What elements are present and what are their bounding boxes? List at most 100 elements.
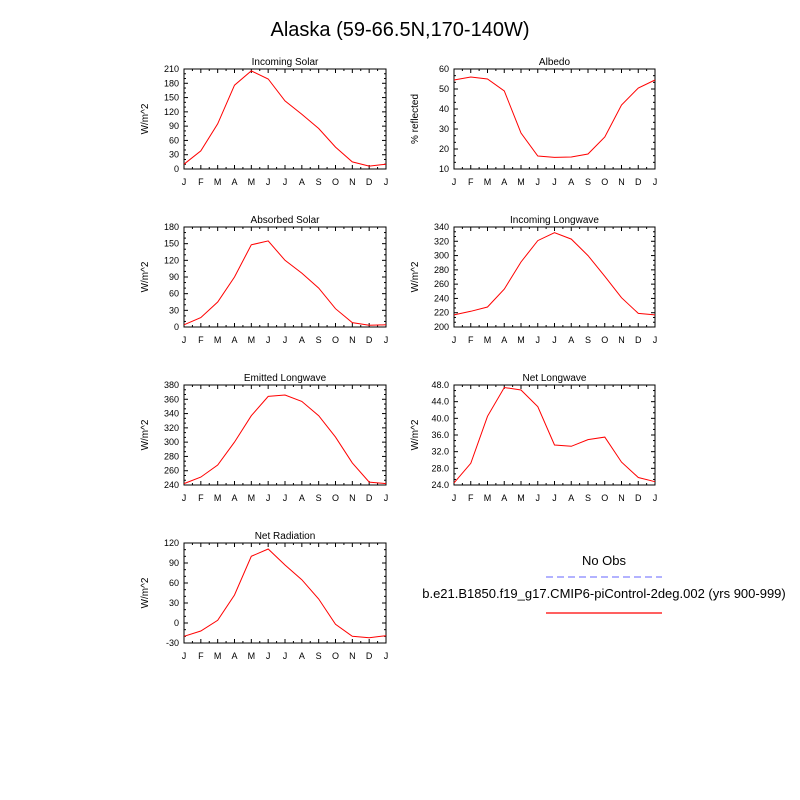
y-tick-label: 240 <box>434 293 449 303</box>
x-tick-label: J <box>182 335 187 345</box>
y-tick-label: 320 <box>164 423 179 433</box>
y-tick-label: 60 <box>439 64 449 74</box>
x-tick-label: J <box>182 493 187 503</box>
y-tick-label: 44.0 <box>431 397 449 407</box>
panel-title-net-longwave: Net Longwave <box>523 373 587 384</box>
x-tick-label: M <box>248 177 256 187</box>
y-tick-label: 30 <box>169 598 179 608</box>
x-tick-label: J <box>536 493 541 503</box>
x-tick-label: D <box>366 335 373 345</box>
x-tick-label: A <box>501 335 507 345</box>
y-tick-label: 380 <box>164 380 179 390</box>
x-tick-label: A <box>568 335 574 345</box>
x-tick-label: A <box>501 493 507 503</box>
x-tick-label: S <box>585 493 591 503</box>
plot-frame <box>183 226 387 328</box>
x-tick-label: D <box>366 177 373 187</box>
y-tick-label: 180 <box>164 222 179 232</box>
x-tick-label: A <box>568 493 574 503</box>
x-tick-label: A <box>231 493 237 503</box>
x-tick-label: J <box>283 177 288 187</box>
x-tick-label: O <box>332 651 339 661</box>
y-tick-label: 40 <box>439 104 449 114</box>
plot-frame <box>453 226 656 328</box>
x-tick-label: M <box>214 335 222 345</box>
y-axis-label-albedo: % reflected <box>410 94 421 144</box>
x-tick-label: J <box>283 651 288 661</box>
x-tick-label: A <box>299 493 305 503</box>
x-tick-label: M <box>517 493 525 503</box>
x-tick-label: N <box>349 177 356 187</box>
y-tick-label: 90 <box>169 558 179 568</box>
x-tick-label: O <box>332 493 339 503</box>
y-tick-label: 320 <box>434 236 449 246</box>
y-tick-label: 60 <box>169 289 179 299</box>
y-tick-label: 32.0 <box>431 447 449 457</box>
x-tick-label: J <box>266 493 271 503</box>
y-tick-label: 60 <box>169 135 179 145</box>
panel-title-emitted-longwave: Emitted Longwave <box>244 373 327 384</box>
x-tick-label: M <box>248 335 256 345</box>
y-tick-label: 30 <box>169 150 179 160</box>
x-tick-label: M <box>214 177 222 187</box>
x-tick-label: M <box>214 651 222 661</box>
y-tick-label: 60 <box>169 578 179 588</box>
x-tick-label: N <box>618 335 625 345</box>
x-tick-label: J <box>384 651 389 661</box>
y-tick-label: 10 <box>439 164 449 174</box>
series-line-absorbed-solar <box>183 240 387 326</box>
y-tick-label: 150 <box>164 93 179 103</box>
series-line-incoming-solar <box>183 70 387 167</box>
y-tick-label: 340 <box>164 409 179 419</box>
y-axis-label-incoming-solar: W/m^2 <box>140 103 151 134</box>
x-tick-label: A <box>231 651 237 661</box>
x-tick-label: F <box>198 177 204 187</box>
x-tick-label: J <box>653 493 658 503</box>
y-axis-label-net-radiation: W/m^2 <box>140 577 151 608</box>
x-tick-label: M <box>214 493 222 503</box>
x-tick-label: A <box>299 335 305 345</box>
figure-title: Alaska (59-66.5N,170-140W) <box>270 19 529 41</box>
y-tick-label: 50 <box>439 84 449 94</box>
x-tick-label: O <box>601 335 608 345</box>
x-tick-label: J <box>452 493 457 503</box>
y-tick-label: 30 <box>169 305 179 315</box>
y-tick-label: 260 <box>434 279 449 289</box>
x-tick-label: O <box>332 335 339 345</box>
x-tick-label: S <box>585 177 591 187</box>
x-tick-label: M <box>484 335 492 345</box>
x-tick-label: J <box>552 177 557 187</box>
plot-frame <box>453 384 656 486</box>
y-tick-label: 0 <box>174 164 179 174</box>
x-tick-label: A <box>231 335 237 345</box>
x-tick-label: J <box>552 493 557 503</box>
series-line-net-longwave <box>453 386 656 484</box>
y-axis-label-absorbed-solar: W/m^2 <box>140 261 151 292</box>
y-tick-label: 90 <box>169 121 179 131</box>
x-tick-label: D <box>366 651 373 661</box>
y-tick-label: 260 <box>164 466 179 476</box>
y-tick-label: 28.0 <box>431 463 449 473</box>
y-tick-label: 300 <box>434 251 449 261</box>
x-tick-label: N <box>349 335 356 345</box>
x-tick-label: F <box>198 493 204 503</box>
x-tick-label: M <box>517 177 525 187</box>
series-line-albedo <box>453 76 656 158</box>
x-tick-label: A <box>231 177 237 187</box>
y-tick-label: 120 <box>164 255 179 265</box>
panel-title-albedo: Albedo <box>539 57 571 68</box>
y-tick-label: 24.0 <box>431 480 449 490</box>
y-tick-label: 30 <box>439 124 449 134</box>
y-tick-label: 220 <box>434 308 449 318</box>
x-tick-label: J <box>384 335 389 345</box>
y-tick-label: 20 <box>439 144 449 154</box>
x-tick-label: F <box>198 335 204 345</box>
y-axis-label-emitted-longwave: W/m^2 <box>140 419 151 450</box>
x-tick-label: J <box>182 651 187 661</box>
y-tick-label: 36.0 <box>431 430 449 440</box>
x-tick-label: O <box>601 177 608 187</box>
plot-frame <box>453 68 656 170</box>
